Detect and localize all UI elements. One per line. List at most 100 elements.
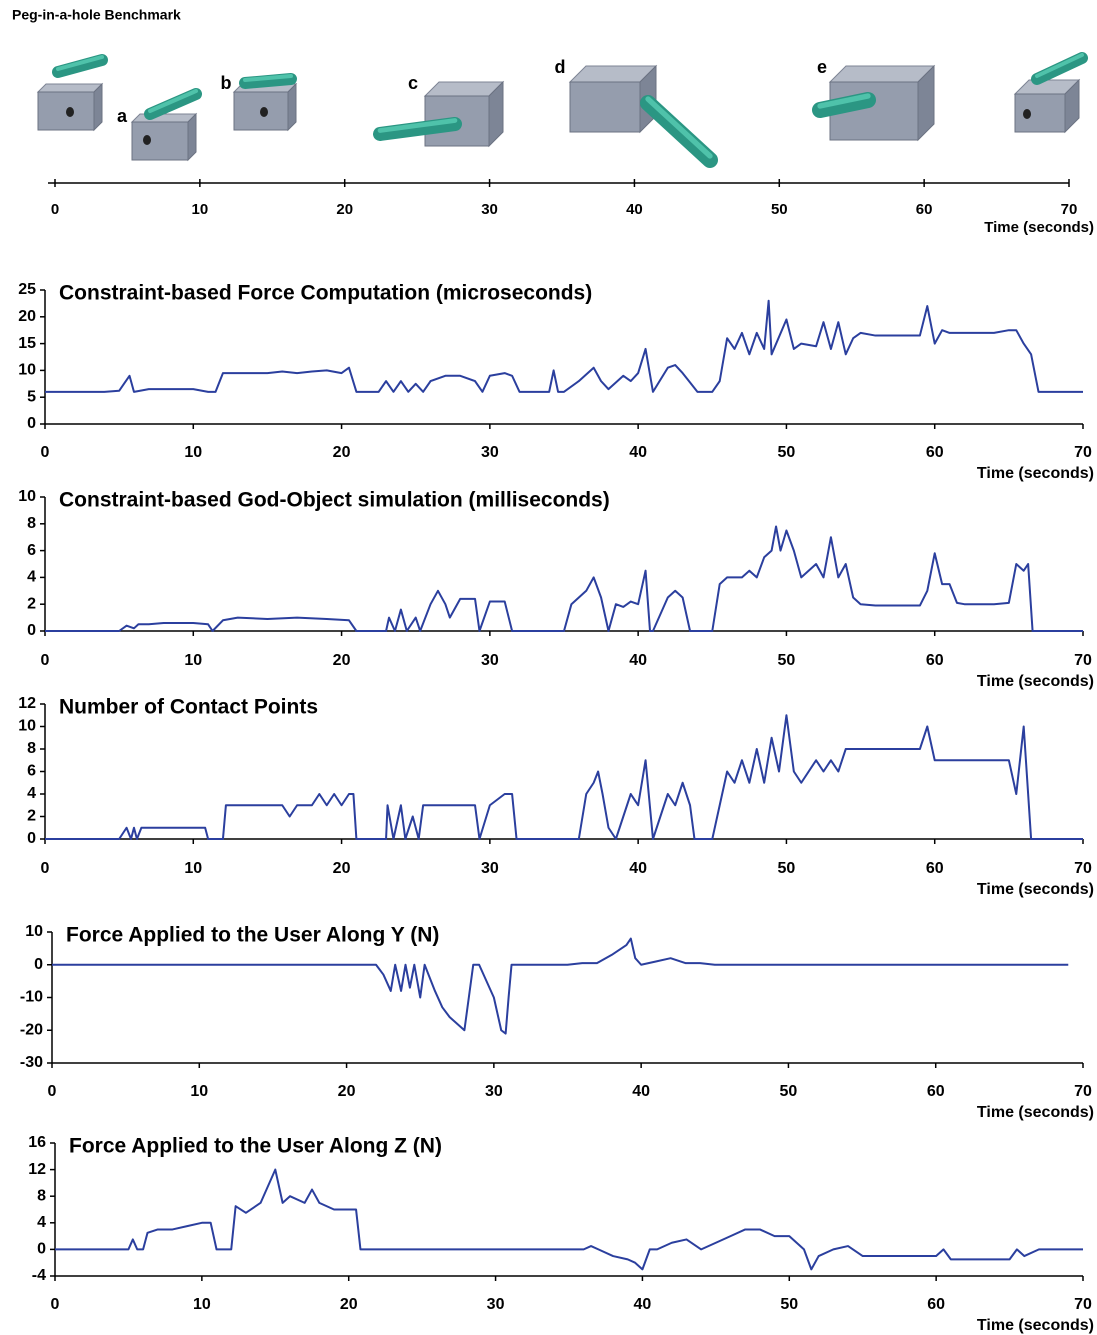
x-tick-label: 10	[184, 444, 202, 461]
y-tick-label: 0	[27, 830, 36, 847]
peg-shine	[817, 93, 871, 109]
x-tick-label: 70	[1074, 444, 1092, 461]
x-axis-label: Time (seconds)	[977, 673, 1094, 690]
x-tick-label: 60	[927, 1083, 945, 1100]
x-tick-label: 40	[629, 860, 647, 877]
data-line	[45, 299, 1083, 393]
x-tick-label: 40	[629, 652, 647, 669]
y-tick-label: 6	[27, 763, 36, 780]
data-line	[45, 714, 1083, 840]
y-tick-label: 0	[37, 1241, 46, 1258]
hole	[143, 135, 151, 145]
x-tick-label: 20	[336, 201, 353, 218]
y-tick-label: 8	[37, 1187, 46, 1204]
data-line	[45, 525, 1083, 632]
y-tick-label: -4	[32, 1267, 46, 1284]
block-side	[287, 82, 297, 132]
peg	[640, 95, 718, 168]
y-tick-label: 15	[18, 335, 36, 352]
block-front	[131, 121, 189, 161]
y-tick-label: 8	[27, 515, 36, 532]
y-tick-label: 25	[18, 281, 36, 298]
x-tick-label: 20	[340, 1296, 358, 1313]
block-front	[1014, 93, 1066, 133]
x-tick-label: 50	[778, 652, 796, 669]
peg	[1031, 52, 1088, 85]
peg	[239, 73, 297, 89]
chart-title: Constraint-based Force Computation (micr…	[59, 282, 592, 305]
y-tick-label: -10	[20, 989, 43, 1006]
y-tick-label: 10	[18, 718, 36, 735]
block-side	[93, 82, 103, 132]
hole	[1023, 109, 1031, 119]
x-tick-label: 60	[926, 444, 944, 461]
x-tick-label: 60	[926, 860, 944, 877]
x-tick-label: 50	[780, 1296, 798, 1313]
y-tick-label: 2	[27, 595, 36, 612]
x-tick-label: 0	[41, 652, 50, 669]
peg	[373, 117, 462, 141]
chart-title: Force Applied to the User Along Y (N)	[66, 924, 439, 947]
x-tick-label: 10	[192, 201, 209, 218]
peg	[812, 92, 876, 118]
x-tick-label: 0	[41, 444, 50, 461]
x-tick-label: 50	[778, 860, 796, 877]
chart-title: Number of Contact Points	[59, 696, 318, 719]
step-label: c	[408, 73, 418, 93]
x-tick-label: 10	[184, 860, 202, 877]
x-tick-label: 20	[338, 1083, 356, 1100]
y-tick-label: 8	[27, 740, 36, 757]
y-tick-label: 0	[34, 956, 43, 973]
x-tick-label: 10	[193, 1296, 211, 1313]
x-axis-label: Time (seconds)	[977, 881, 1094, 898]
chart-title: Force Applied to the User Along Z (N)	[69, 1135, 442, 1158]
peg-shine	[377, 118, 458, 133]
chart-title: Constraint-based God-Object simulation (…	[59, 489, 610, 512]
y-tick-label: 20	[18, 308, 36, 325]
x-tick-label: 70	[1061, 201, 1078, 218]
block-front	[569, 81, 641, 133]
block-front	[37, 91, 95, 131]
y-tick-label: 6	[27, 542, 36, 559]
y-tick-label: 2	[27, 808, 36, 825]
x-tick-label: 50	[778, 444, 796, 461]
x-tick-label: 30	[481, 860, 499, 877]
y-tick-label: 0	[27, 415, 36, 432]
x-tick-label: 10	[190, 1083, 208, 1100]
data-line	[55, 1168, 1083, 1271]
x-tick-label: 10	[184, 652, 202, 669]
y-tick-label: 12	[28, 1161, 46, 1178]
x-tick-label: 60	[916, 201, 933, 218]
y-tick-label: 5	[27, 388, 36, 405]
y-tick-label: 10	[18, 488, 36, 505]
block-top	[130, 113, 198, 123]
x-tick-label: 60	[927, 1296, 945, 1313]
y-tick-label: 4	[27, 785, 36, 802]
x-tick-label: 70	[1074, 652, 1092, 669]
hole	[66, 107, 74, 117]
step-label: d	[555, 57, 566, 77]
x-tick-label: 70	[1074, 860, 1092, 877]
figure-title: Peg-in-a-hole Benchmark	[12, 7, 181, 23]
x-tick-label: 20	[333, 652, 351, 669]
x-tick-label: 60	[926, 652, 944, 669]
x-axis-label: Time (seconds)	[977, 1317, 1094, 1334]
peg-shine	[645, 96, 713, 159]
y-tick-label: -30	[20, 1054, 43, 1071]
block-side	[187, 112, 197, 162]
peg	[144, 88, 202, 120]
y-tick-label: 16	[28, 1134, 46, 1151]
peg-shine	[56, 55, 104, 71]
x-tick-label: 0	[41, 860, 50, 877]
x-tick-label: 30	[481, 652, 499, 669]
x-tick-label: 0	[51, 1296, 60, 1313]
x-tick-label: 30	[481, 444, 499, 461]
hole	[260, 107, 268, 117]
step-label: e	[817, 57, 827, 77]
x-axis-label: Time (seconds)	[984, 219, 1094, 236]
x-axis-label: Time (seconds)	[977, 465, 1094, 482]
step-label: a	[117, 106, 128, 126]
block-top	[36, 83, 104, 93]
x-axis-label: Time (seconds)	[977, 1104, 1094, 1121]
